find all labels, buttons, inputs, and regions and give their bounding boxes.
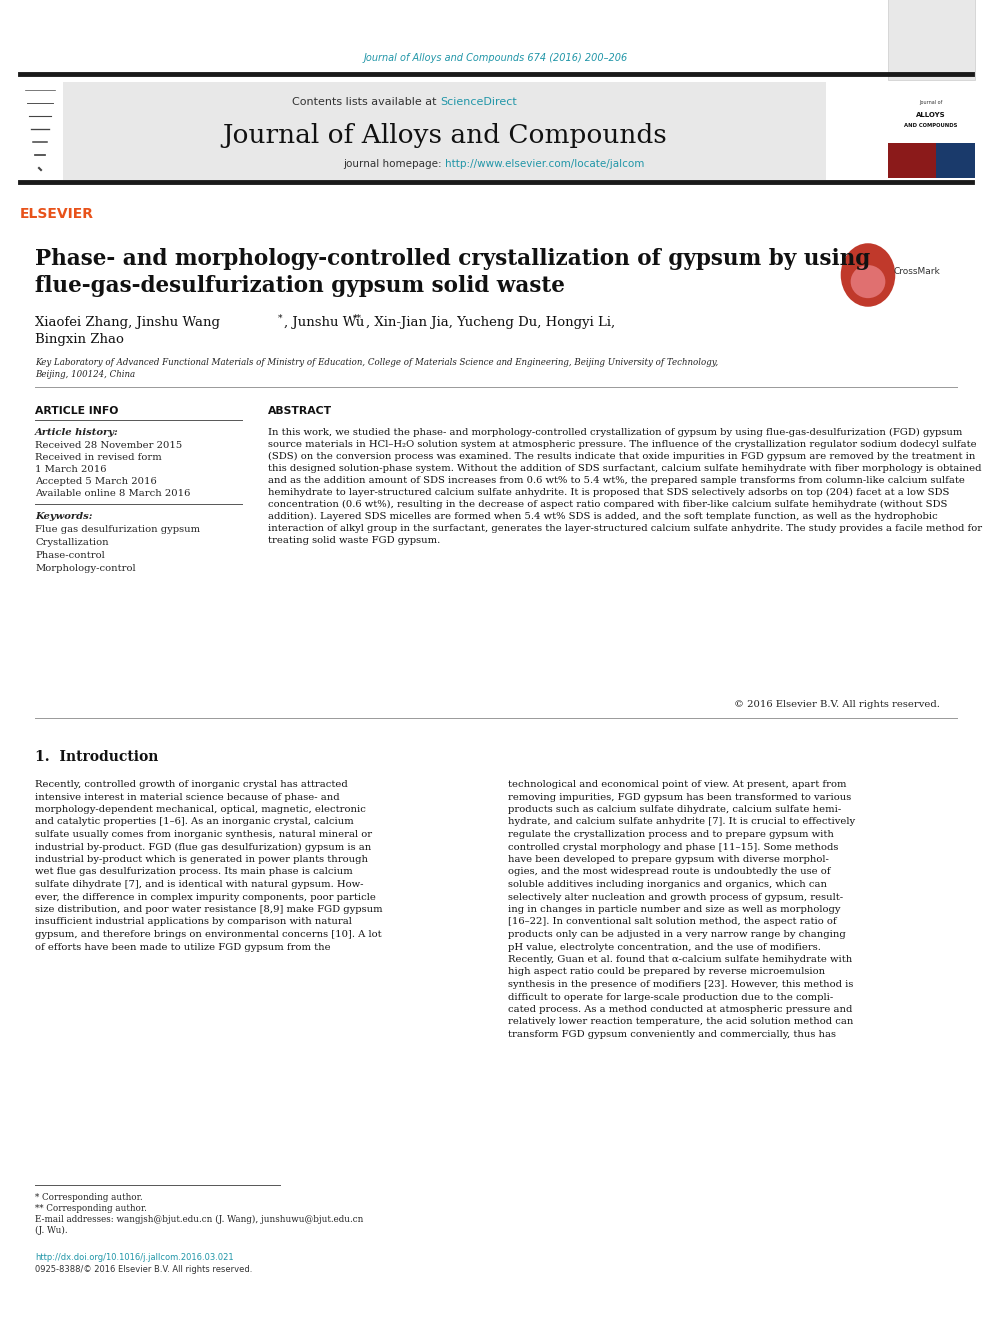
Text: sulfate dihydrate [7], and is identical with natural gypsum. How-: sulfate dihydrate [7], and is identical … <box>35 880 363 889</box>
Text: industrial by-product. FGD (flue gas desulfurization) gypsum is an: industrial by-product. FGD (flue gas des… <box>35 843 371 852</box>
Text: wet flue gas desulfurization process. Its main phase is calcium: wet flue gas desulfurization process. It… <box>35 868 353 877</box>
Text: Phase- and morphology-controlled crystallization of gypsum by using: Phase- and morphology-controlled crystal… <box>35 247 870 270</box>
Text: Bingxin Zhao: Bingxin Zhao <box>35 333 124 347</box>
Text: ogies, and the most widespread route is undoubtedly the use of: ogies, and the most widespread route is … <box>508 868 830 877</box>
Text: transform FGD gypsum conveniently and commercially, thus has: transform FGD gypsum conveniently and co… <box>508 1031 836 1039</box>
FancyBboxPatch shape <box>888 143 935 179</box>
Text: Phase-control: Phase-control <box>35 550 105 560</box>
Text: cated process. As a method conducted at atmospheric pressure and: cated process. As a method conducted at … <box>508 1005 852 1013</box>
Text: ing in changes in particle number and size as well as morphology: ing in changes in particle number and si… <box>508 905 840 914</box>
FancyBboxPatch shape <box>935 143 975 179</box>
Text: Key Laboratory of Advanced Functional Materials of Ministry of Education, Colleg: Key Laboratory of Advanced Functional Ma… <box>35 359 718 366</box>
Text: © 2016 Elsevier B.V. All rights reserved.: © 2016 Elsevier B.V. All rights reserved… <box>734 700 940 709</box>
Text: AND COMPOUNDS: AND COMPOUNDS <box>905 123 957 128</box>
Text: 0925-8388/© 2016 Elsevier B.V. All rights reserved.: 0925-8388/© 2016 Elsevier B.V. All right… <box>35 1265 252 1274</box>
Text: Received 28 November 2015: Received 28 November 2015 <box>35 441 183 450</box>
Text: Journal of Alloys and Compounds: Journal of Alloys and Compounds <box>222 123 668 148</box>
Text: pH value, electrolyte concentration, and the use of modifiers.: pH value, electrolyte concentration, and… <box>508 942 820 951</box>
Text: controlled crystal morphology and phase [11–15]. Some methods: controlled crystal morphology and phase … <box>508 843 838 852</box>
Text: Available online 8 March 2016: Available online 8 March 2016 <box>35 490 190 497</box>
Text: technological and economical point of view. At present, apart from: technological and economical point of vi… <box>508 781 846 789</box>
Text: Recently, Guan et al. found that α-calcium sulfate hemihydrate with: Recently, Guan et al. found that α-calci… <box>508 955 852 964</box>
Text: ever, the difference in complex impurity components, poor particle: ever, the difference in complex impurity… <box>35 893 376 901</box>
Text: ABSTRACT: ABSTRACT <box>268 406 332 415</box>
Text: [16–22]. In conventional salt solution method, the aspect ratio of: [16–22]. In conventional salt solution m… <box>508 917 836 926</box>
Text: Flue gas desulfurization gypsum: Flue gas desulfurization gypsum <box>35 525 200 534</box>
Text: high aspect ratio could be prepared by reverse microemulsion: high aspect ratio could be prepared by r… <box>508 967 825 976</box>
Text: **: ** <box>353 314 362 323</box>
Text: products such as calcium sulfate dihydrate, calcium sulfate hemi-: products such as calcium sulfate dihydra… <box>508 804 841 814</box>
Text: Beijing, 100124, China: Beijing, 100124, China <box>35 370 135 378</box>
Text: morphology-dependent mechanical, optical, magnetic, electronic: morphology-dependent mechanical, optical… <box>35 804 366 814</box>
Text: intensive interest in material science because of phase- and: intensive interest in material science b… <box>35 792 339 802</box>
Text: ARTICLE INFO: ARTICLE INFO <box>35 406 118 415</box>
FancyBboxPatch shape <box>888 0 975 79</box>
Text: In this work, we studied the phase- and morphology-controlled crystallization of: In this work, we studied the phase- and … <box>268 429 982 545</box>
Text: soluble additives including inorganics and organics, which can: soluble additives including inorganics a… <box>508 880 827 889</box>
Text: size distribution, and poor water resistance [8,9] make FGD gypsum: size distribution, and poor water resist… <box>35 905 383 914</box>
Text: selectively alter nucleation and growth process of gypsum, result-: selectively alter nucleation and growth … <box>508 893 843 901</box>
Text: ScienceDirect: ScienceDirect <box>440 97 517 107</box>
Text: regulate the crystallization process and to prepare gypsum with: regulate the crystallization process and… <box>508 830 834 839</box>
Text: 1 March 2016: 1 March 2016 <box>35 464 106 474</box>
Text: removing impurities, FGD gypsum has been transformed to various: removing impurities, FGD gypsum has been… <box>508 792 851 802</box>
Text: journal homepage:: journal homepage: <box>343 159 445 169</box>
FancyBboxPatch shape <box>18 82 62 179</box>
Text: Journal of: Journal of <box>920 101 942 105</box>
Text: products only can be adjusted in a very narrow range by changing: products only can be adjusted in a very … <box>508 930 846 939</box>
Text: Article history:: Article history: <box>35 429 119 437</box>
Text: and catalytic properties [1–6]. As an inorganic crystal, calcium: and catalytic properties [1–6]. As an in… <box>35 818 354 827</box>
Ellipse shape <box>841 243 895 307</box>
Text: Contents lists available at: Contents lists available at <box>292 97 440 107</box>
Text: * Corresponding author.: * Corresponding author. <box>35 1193 143 1203</box>
FancyBboxPatch shape <box>63 82 826 180</box>
Text: ** Corresponding author.: ** Corresponding author. <box>35 1204 147 1213</box>
Text: ALLOYS: ALLOYS <box>917 112 945 118</box>
Text: Accepted 5 March 2016: Accepted 5 March 2016 <box>35 478 157 486</box>
Text: sulfate usually comes from inorganic synthesis, natural mineral or: sulfate usually comes from inorganic syn… <box>35 830 372 839</box>
Text: hydrate, and calcium sulfate anhydrite [7]. It is crucial to effectively: hydrate, and calcium sulfate anhydrite [… <box>508 818 855 827</box>
Text: E-mail addresses: wangjsh@bjut.edu.cn (J. Wang), junshuwu@bjut.edu.cn: E-mail addresses: wangjsh@bjut.edu.cn (J… <box>35 1215 363 1224</box>
Ellipse shape <box>850 265 886 298</box>
Text: ELSEVIER: ELSEVIER <box>20 206 94 221</box>
Text: insufficient industrial applications by comparison with natural: insufficient industrial applications by … <box>35 917 352 926</box>
Text: difficult to operate for large-scale production due to the compli-: difficult to operate for large-scale pro… <box>508 992 833 1002</box>
Text: http://www.elsevier.com/locate/jalcom: http://www.elsevier.com/locate/jalcom <box>445 159 645 169</box>
Text: relatively lower reaction temperature, the acid solution method can: relatively lower reaction temperature, t… <box>508 1017 853 1027</box>
Text: (J. Wu).: (J. Wu). <box>35 1226 67 1236</box>
Text: Xiaofei Zhang, Jinshu Wang: Xiaofei Zhang, Jinshu Wang <box>35 316 220 329</box>
Text: industrial by-product which is generated in power plants through: industrial by-product which is generated… <box>35 855 368 864</box>
Text: Recently, controlled growth of inorganic crystal has attracted: Recently, controlled growth of inorganic… <box>35 781 348 789</box>
Text: synthesis in the presence of modifiers [23]. However, this method is: synthesis in the presence of modifiers [… <box>508 980 853 990</box>
Text: Journal of Alloys and Compounds 674 (2016) 200–206: Journal of Alloys and Compounds 674 (201… <box>364 53 628 64</box>
Text: 1.  Introduction: 1. Introduction <box>35 750 159 763</box>
Text: Crystallization: Crystallization <box>35 538 109 546</box>
Text: of efforts have been made to utilize FGD gypsum from the: of efforts have been made to utilize FGD… <box>35 942 330 951</box>
Text: Received in revised form: Received in revised form <box>35 452 162 462</box>
Text: , Xin-Jian Jia, Yucheng Du, Hongyi Li,: , Xin-Jian Jia, Yucheng Du, Hongyi Li, <box>366 316 615 329</box>
Text: Keywords:: Keywords: <box>35 512 92 521</box>
Text: , Junshu Wu: , Junshu Wu <box>284 316 364 329</box>
Text: gypsum, and therefore brings on environmental concerns [10]. A lot: gypsum, and therefore brings on environm… <box>35 930 382 939</box>
Text: http://dx.doi.org/10.1016/j.jallcom.2016.03.021: http://dx.doi.org/10.1016/j.jallcom.2016… <box>35 1253 234 1262</box>
Text: have been developed to prepare gypsum with diverse morphol-: have been developed to prepare gypsum wi… <box>508 855 829 864</box>
Text: *: * <box>278 314 283 323</box>
Text: Morphology-control: Morphology-control <box>35 564 136 573</box>
Text: CrossMark: CrossMark <box>893 267 939 277</box>
Text: flue-gas-desulfurization gypsum solid waste: flue-gas-desulfurization gypsum solid wa… <box>35 275 564 296</box>
